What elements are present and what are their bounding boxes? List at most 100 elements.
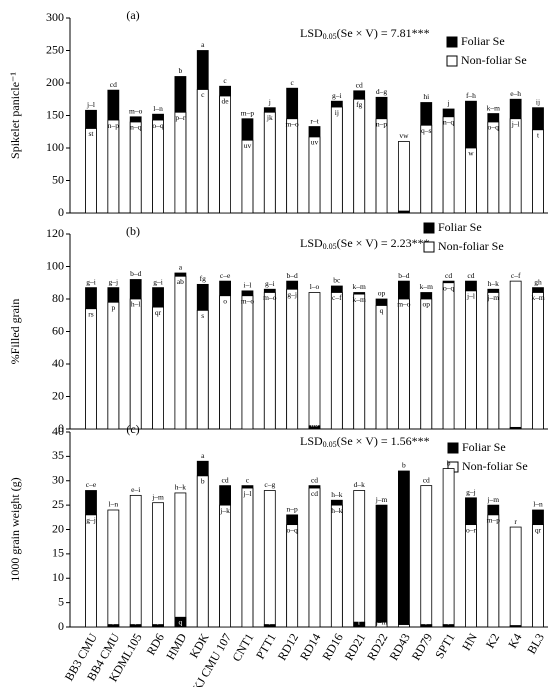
bar bbox=[107, 119, 120, 214]
significance-letter: b bbox=[402, 618, 406, 627]
legend-swatch bbox=[446, 55, 458, 67]
y-tick-label: 35 bbox=[52, 448, 64, 462]
y-tick-label: 300 bbox=[46, 10, 64, 24]
significance-letter: m–p bbox=[487, 516, 501, 525]
lsd-sub: 0.05 bbox=[323, 242, 337, 251]
y-tick-label: 250 bbox=[46, 42, 64, 56]
significance-letter: c–e bbox=[86, 480, 97, 489]
y-tick-label: 150 bbox=[46, 107, 64, 121]
bar bbox=[397, 210, 410, 214]
y-tick-label: 20 bbox=[52, 521, 64, 535]
significance-letter: i–l bbox=[243, 281, 251, 290]
significance-letter: w bbox=[468, 149, 474, 158]
significance-letter: n–p bbox=[287, 505, 299, 514]
significance-letter: b–d bbox=[287, 271, 299, 280]
bar bbox=[219, 295, 232, 430]
significance-letter: j–m bbox=[486, 293, 499, 302]
significance-letter: o–q bbox=[287, 525, 299, 534]
bar bbox=[286, 288, 299, 430]
bar bbox=[353, 98, 366, 214]
y-tick-label: 200 bbox=[46, 75, 64, 89]
significance-letter: g–j bbox=[466, 488, 476, 497]
significance-letter: c–g bbox=[264, 480, 275, 489]
significance-letter: b bbox=[402, 461, 406, 470]
significance-letter: m–o bbox=[285, 119, 299, 128]
y-tick-label: 10 bbox=[52, 570, 64, 584]
legend-swatch bbox=[423, 241, 435, 253]
significance-letter: b–d bbox=[398, 271, 410, 280]
bar bbox=[353, 490, 366, 628]
bar bbox=[263, 292, 276, 430]
significance-letter: a bbox=[179, 263, 183, 272]
significance-letter: l–n bbox=[153, 104, 163, 113]
significance-letter: b bbox=[201, 477, 205, 486]
bar bbox=[107, 509, 120, 628]
bar bbox=[509, 426, 522, 430]
y-tick-label: 5 bbox=[58, 594, 64, 608]
significance-letter: j–l bbox=[86, 100, 95, 109]
significance-letter: cd bbox=[423, 475, 430, 484]
significance-letter: b–d bbox=[130, 269, 142, 278]
significance-letter: vw bbox=[399, 131, 409, 140]
significance-letter: e–i bbox=[131, 485, 140, 494]
legend-label: Foliar Se bbox=[461, 34, 505, 48]
x-tick-label: RD21 bbox=[342, 631, 368, 663]
significance-letter: m–p bbox=[241, 108, 255, 117]
significance-letter: cd bbox=[445, 271, 452, 280]
significance-letter: a bbox=[201, 451, 205, 460]
bar bbox=[129, 121, 142, 214]
bar bbox=[241, 295, 254, 430]
legend-label: Non-foliar Se bbox=[461, 53, 527, 67]
significance-letter: m–o bbox=[129, 107, 143, 116]
bar bbox=[219, 95, 232, 214]
y-tick-label: 25 bbox=[52, 497, 64, 511]
significance-letter: l–n bbox=[533, 500, 543, 509]
x-tick-label: RD43 bbox=[386, 631, 412, 663]
bar bbox=[85, 128, 97, 214]
significance-letter: r bbox=[157, 618, 160, 627]
significance-letter: j–k bbox=[219, 506, 230, 515]
significance-letter: c–f bbox=[511, 271, 521, 280]
x-tick-label: RD16 bbox=[319, 631, 345, 663]
panel: 0 20 40 60 80 100 120 %Filled grain (b) LSD0.05(S… bbox=[8, 220, 548, 435]
bar bbox=[330, 292, 343, 430]
significance-letter: g–i bbox=[86, 277, 96, 286]
significance-letter: e–h bbox=[510, 89, 521, 98]
y-tick-label: 0 bbox=[58, 205, 64, 219]
bar bbox=[196, 309, 209, 430]
significance-letter: k–m bbox=[531, 293, 545, 302]
bar bbox=[241, 487, 254, 628]
significance-letter: g–i bbox=[265, 279, 275, 288]
legend-swatch bbox=[423, 222, 435, 234]
bar bbox=[375, 504, 388, 628]
lsd-annotation: LSD0.05(Se × V) = 1.56*** bbox=[300, 434, 430, 449]
significance-letter: cd bbox=[222, 475, 229, 484]
significance-letter: c bbox=[290, 78, 294, 87]
significance-letter: k–m bbox=[487, 103, 501, 112]
bar bbox=[286, 524, 299, 628]
significance-letter: l–n bbox=[109, 500, 119, 509]
legend-label: Foliar Se bbox=[438, 220, 482, 234]
significance-letter: n–p bbox=[376, 119, 388, 128]
significance-letter: no bbox=[311, 420, 319, 429]
significance-letter: k–m bbox=[353, 282, 367, 291]
bar bbox=[532, 129, 544, 214]
bar bbox=[487, 514, 500, 628]
significance-letter: g–i bbox=[332, 91, 342, 100]
significance-letter: c–f bbox=[332, 293, 342, 302]
significance-letter: h–k bbox=[331, 490, 343, 499]
lsd-rest: (Se × V) = 2.23*** bbox=[337, 236, 430, 250]
bar bbox=[152, 624, 164, 628]
bar bbox=[465, 290, 477, 430]
significance-letter: r bbox=[358, 618, 361, 627]
bar bbox=[107, 301, 120, 430]
significance-letter: h–k bbox=[488, 279, 500, 288]
bar bbox=[509, 526, 522, 628]
significance-letter: op bbox=[378, 289, 386, 298]
lsd-annotation: LSD0.05(Se × V) = 2.23*** bbox=[300, 236, 430, 251]
significance-letter: j–m bbox=[151, 492, 164, 501]
significance-letter: n–q bbox=[130, 123, 142, 132]
significance-letter: q–s bbox=[421, 126, 432, 135]
x-tick-label: BL3 bbox=[524, 631, 547, 656]
